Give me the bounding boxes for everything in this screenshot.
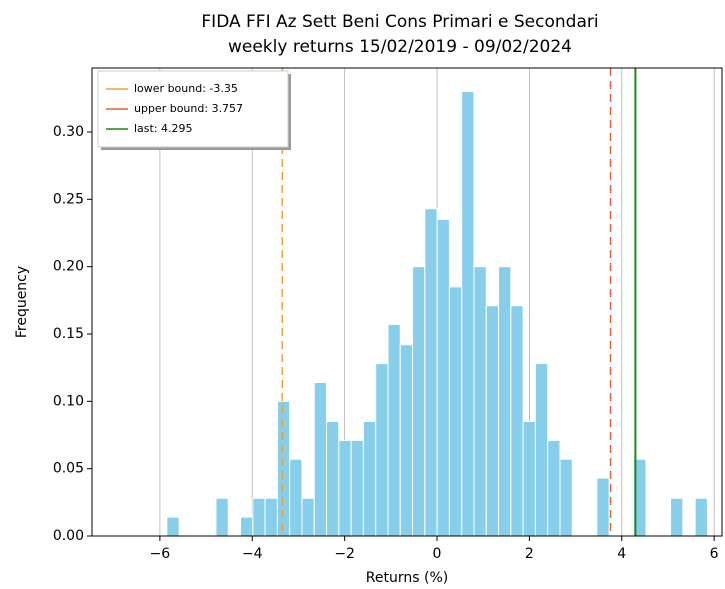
x-tick-label: −2: [334, 546, 355, 562]
legend-box: [97, 70, 289, 148]
y-tick-label: 0.00: [53, 528, 84, 544]
bar: [215, 497, 229, 537]
y-tick-label: 0.30: [53, 124, 84, 140]
x-tick-label: 0: [433, 546, 442, 562]
x-tick-label: −6: [150, 546, 171, 562]
bar: [412, 266, 426, 537]
bar: [252, 497, 266, 537]
legend-label: last: 4.295: [134, 122, 193, 135]
legend: lower bound: -3.35 upper bound: 3.757 last…: [97, 70, 291, 150]
bar: [350, 439, 364, 537]
bar: [547, 439, 561, 537]
bar: [399, 344, 414, 537]
bar: [338, 439, 352, 537]
x-tick-label: 2: [525, 546, 534, 562]
bar: [473, 266, 487, 537]
bar: [313, 381, 328, 537]
y-tick-label: 0.15: [53, 326, 84, 342]
legend-label: lower bound: -3.35: [134, 82, 238, 95]
y-tick-label: 0.20: [53, 259, 84, 275]
bar: [375, 363, 389, 537]
x-axis-label: Returns (%): [366, 570, 448, 586]
bar: [362, 421, 377, 537]
plot-frame: [91, 67, 723, 537]
bar: [424, 208, 438, 537]
bar: [264, 497, 278, 537]
bar: [448, 286, 463, 537]
bar: [301, 497, 315, 537]
bar: [596, 477, 610, 537]
x-tick-label: −4: [242, 546, 263, 562]
bar: [559, 458, 573, 537]
bar: [670, 497, 684, 537]
y-tick-label: 0.05: [53, 461, 84, 477]
y-axis-label: Frequency: [14, 266, 30, 338]
x-tick-label: 6: [710, 546, 719, 562]
legend-label: upper bound: 3.757: [134, 102, 243, 115]
y-tick-label: 0.10: [53, 393, 84, 409]
bar: [276, 400, 291, 537]
bar: [289, 458, 303, 537]
bar: [498, 266, 512, 537]
bar: [461, 91, 475, 537]
bar: [694, 497, 708, 537]
bar: [436, 219, 450, 537]
bar: [326, 421, 340, 537]
x-tick-label: 4: [617, 546, 626, 562]
bar: [387, 324, 401, 537]
bar: [534, 363, 549, 537]
chart-subtitle: weekly returns 15/02/2019 - 09/02/2024: [228, 37, 572, 57]
bar: [510, 305, 524, 537]
bar: [240, 516, 254, 537]
bar: [166, 516, 180, 537]
chart-title: FIDA FFI Az Sett Beni Cons Primari e Sec…: [201, 12, 598, 32]
bar: [485, 305, 500, 537]
bar: [522, 421, 536, 537]
y-tick-label: 0.25: [53, 191, 84, 207]
